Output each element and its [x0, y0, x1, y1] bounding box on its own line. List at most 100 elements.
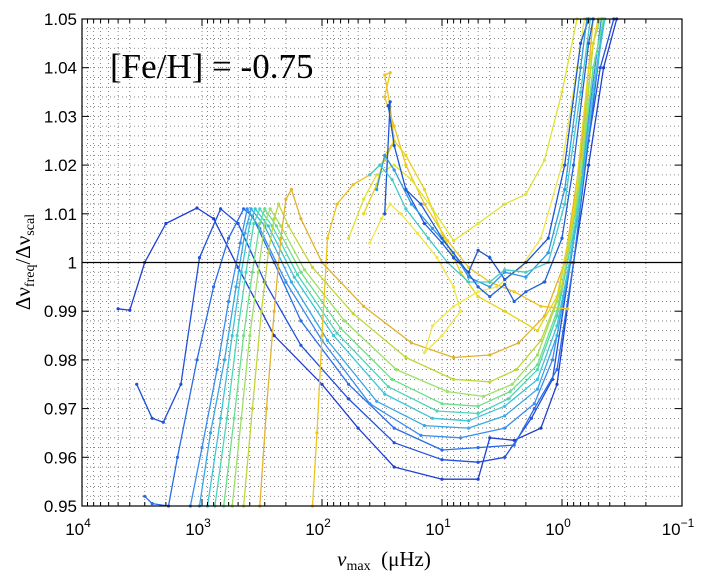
data-point [386, 385, 390, 389]
data-point [430, 207, 435, 211]
data-point [238, 241, 242, 245]
data-point [230, 334, 234, 338]
series-track-3 [143, 17, 606, 508]
data-point [378, 163, 382, 167]
data-point [535, 387, 540, 391]
data-point [302, 268, 307, 272]
data-point [249, 207, 253, 211]
data-point [539, 236, 543, 240]
data-point [368, 402, 372, 406]
y-tick-label: 0.96 [44, 448, 77, 467]
series-line [214, 18, 605, 507]
data-point [476, 446, 480, 450]
data-point [555, 382, 559, 386]
data-point [390, 377, 394, 381]
data-point [591, 66, 595, 70]
data-point [579, 90, 583, 94]
data-point [467, 265, 471, 269]
data-point [510, 382, 514, 386]
data-point [383, 95, 387, 99]
data-point [286, 224, 291, 228]
data-point [268, 207, 272, 211]
data-point [227, 236, 231, 240]
data-point [467, 426, 471, 430]
data-point [476, 248, 480, 252]
data-point [422, 351, 427, 355]
data-point [272, 334, 276, 338]
data-point [524, 290, 528, 294]
data-point [546, 251, 550, 255]
data-point [476, 295, 480, 299]
data-point [476, 221, 480, 226]
data-point [250, 407, 254, 411]
data-point [292, 275, 296, 279]
annotation-feh: [Fe/H] = -0.75 [110, 47, 313, 86]
data-point [325, 338, 330, 342]
x-tick-labels: 104 103 102 101 100 10−1 [65, 516, 694, 539]
data-point [299, 217, 303, 221]
data-point [399, 212, 403, 216]
data-point [482, 394, 486, 398]
data-point [375, 173, 379, 177]
data-point [392, 124, 396, 128]
data-point [565, 307, 570, 311]
data-point [277, 202, 281, 206]
data-point [239, 416, 243, 420]
data-point [440, 241, 444, 245]
data-point [383, 212, 387, 216]
data-point [164, 221, 168, 226]
data-point [555, 295, 559, 299]
data-point [392, 426, 396, 430]
data-point [394, 368, 398, 372]
data-point [362, 304, 366, 308]
data-point [430, 324, 435, 328]
data-point [503, 270, 507, 274]
x-tick-label: 100 [545, 516, 571, 539]
data-point [555, 368, 559, 372]
data-point [542, 280, 547, 284]
data-point [250, 270, 254, 274]
data-point [232, 416, 236, 420]
data-point [445, 390, 450, 394]
data-point [563, 187, 567, 192]
data-point [476, 285, 480, 289]
data-point [503, 426, 507, 430]
data-point [579, 41, 583, 46]
series-track-8 [222, 17, 606, 508]
data-point [503, 309, 507, 313]
data-point [195, 358, 199, 362]
y-tick-label: 1.03 [44, 107, 77, 126]
data-point [175, 455, 180, 459]
data-point [503, 277, 507, 282]
y-tick-label: 1 [68, 254, 77, 273]
tick-marks [82, 18, 683, 507]
data-point [388, 202, 392, 206]
data-point [222, 358, 227, 362]
data-point [503, 404, 507, 408]
data-point [422, 424, 427, 428]
data-point [587, 66, 591, 70]
data-point [266, 251, 270, 255]
data-point [488, 280, 492, 284]
data-point [279, 236, 283, 240]
data-point [279, 224, 283, 228]
data-point [263, 221, 267, 226]
data-point [587, 163, 591, 167]
data-point [535, 368, 540, 372]
data-point [299, 319, 303, 323]
data-point [532, 407, 536, 411]
data-point [467, 280, 471, 284]
data-point [430, 226, 435, 230]
data-point [342, 319, 347, 323]
data-point [242, 207, 246, 211]
series-track-14 [347, 17, 579, 243]
series-line [198, 18, 605, 507]
series-track-19 [404, 17, 595, 304]
data-point [347, 382, 351, 386]
data-point [143, 494, 147, 498]
data-point [524, 192, 528, 196]
data-point [404, 163, 408, 167]
data-point [467, 419, 471, 423]
data-point [208, 431, 213, 435]
data-point [150, 416, 154, 420]
